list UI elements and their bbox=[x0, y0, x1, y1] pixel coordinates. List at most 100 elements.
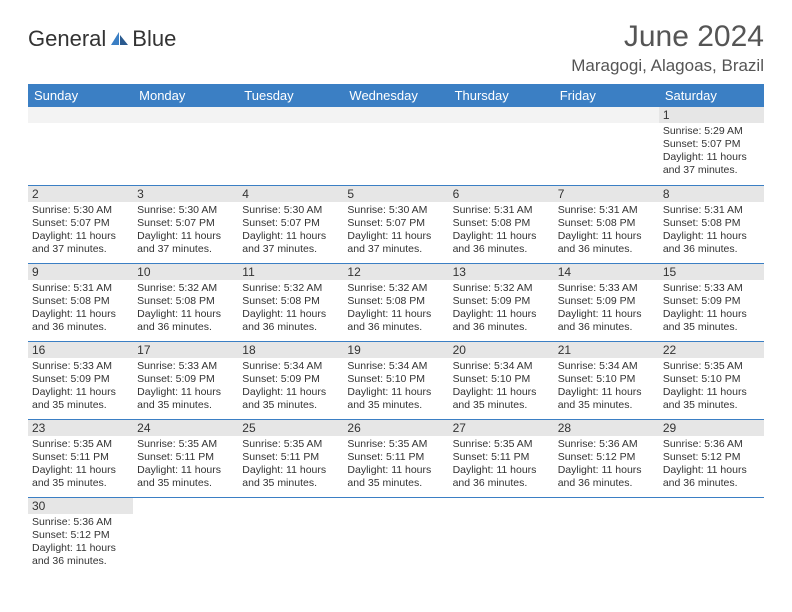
sunset-line: Sunset: 5:07 PM bbox=[32, 217, 129, 230]
calendar-row: 16Sunrise: 5:33 AMSunset: 5:09 PMDayligh… bbox=[28, 341, 764, 419]
sunset-line: Sunset: 5:11 PM bbox=[242, 451, 339, 464]
sunrise-line: Sunrise: 5:31 AM bbox=[32, 282, 129, 295]
sunrise-line: Sunrise: 5:36 AM bbox=[32, 516, 129, 529]
calendar-cell: 7Sunrise: 5:31 AMSunset: 5:08 PMDaylight… bbox=[554, 185, 659, 263]
sunrise-line: Sunrise: 5:35 AM bbox=[663, 360, 760, 373]
calendar-cell: 19Sunrise: 5:34 AMSunset: 5:10 PMDayligh… bbox=[343, 341, 448, 419]
empty-cell bbox=[28, 107, 133, 123]
sunrise-line: Sunrise: 5:35 AM bbox=[242, 438, 339, 451]
calendar-row: 1Sunrise: 5:29 AMSunset: 5:07 PMDaylight… bbox=[28, 107, 764, 185]
day-number: 27 bbox=[449, 420, 554, 436]
day-number: 3 bbox=[133, 186, 238, 202]
sunrise-line: Sunrise: 5:36 AM bbox=[558, 438, 655, 451]
sunrise-line: Sunrise: 5:31 AM bbox=[453, 204, 550, 217]
weekday-header: Monday bbox=[133, 84, 238, 107]
calendar-cell: 6Sunrise: 5:31 AMSunset: 5:08 PMDaylight… bbox=[449, 185, 554, 263]
weekday-header: Friday bbox=[554, 84, 659, 107]
day-details: Sunrise: 5:35 AMSunset: 5:11 PMDaylight:… bbox=[449, 436, 554, 495]
day-number: 5 bbox=[343, 186, 448, 202]
sunset-line: Sunset: 5:12 PM bbox=[663, 451, 760, 464]
day-details: Sunrise: 5:33 AMSunset: 5:09 PMDaylight:… bbox=[133, 358, 238, 417]
calendar-cell: 11Sunrise: 5:32 AMSunset: 5:08 PMDayligh… bbox=[238, 263, 343, 341]
day-number: 13 bbox=[449, 264, 554, 280]
daylight-line: Daylight: 11 hours and 37 minutes. bbox=[32, 230, 129, 256]
calendar-cell: 13Sunrise: 5:32 AMSunset: 5:09 PMDayligh… bbox=[449, 263, 554, 341]
daylight-line: Daylight: 11 hours and 36 minutes. bbox=[32, 542, 129, 568]
sunset-line: Sunset: 5:10 PM bbox=[347, 373, 444, 386]
daylight-line: Daylight: 11 hours and 36 minutes. bbox=[453, 230, 550, 256]
calendar-cell: 26Sunrise: 5:35 AMSunset: 5:11 PMDayligh… bbox=[343, 419, 448, 497]
day-number: 15 bbox=[659, 264, 764, 280]
daylight-line: Daylight: 11 hours and 36 minutes. bbox=[663, 464, 760, 490]
day-details: Sunrise: 5:32 AMSunset: 5:08 PMDaylight:… bbox=[238, 280, 343, 339]
sail-icon bbox=[108, 30, 130, 48]
daylight-line: Daylight: 11 hours and 36 minutes. bbox=[242, 308, 339, 334]
weekday-header-row: SundayMondayTuesdayWednesdayThursdayFrid… bbox=[28, 84, 764, 107]
day-details: Sunrise: 5:34 AMSunset: 5:10 PMDaylight:… bbox=[449, 358, 554, 417]
day-number: 28 bbox=[554, 420, 659, 436]
day-details: Sunrise: 5:32 AMSunset: 5:09 PMDaylight:… bbox=[449, 280, 554, 339]
sunset-line: Sunset: 5:07 PM bbox=[137, 217, 234, 230]
sunset-line: Sunset: 5:11 PM bbox=[453, 451, 550, 464]
sunset-line: Sunset: 5:08 PM bbox=[453, 217, 550, 230]
sunset-line: Sunset: 5:09 PM bbox=[137, 373, 234, 386]
daylight-line: Daylight: 11 hours and 36 minutes. bbox=[558, 464, 655, 490]
daylight-line: Daylight: 11 hours and 35 minutes. bbox=[558, 386, 655, 412]
day-number: 10 bbox=[133, 264, 238, 280]
calendar-cell bbox=[449, 107, 554, 185]
sunrise-line: Sunrise: 5:33 AM bbox=[663, 282, 760, 295]
sunrise-line: Sunrise: 5:30 AM bbox=[347, 204, 444, 217]
calendar-body: 1Sunrise: 5:29 AMSunset: 5:07 PMDaylight… bbox=[28, 107, 764, 575]
sunrise-line: Sunrise: 5:32 AM bbox=[242, 282, 339, 295]
day-details: Sunrise: 5:36 AMSunset: 5:12 PMDaylight:… bbox=[554, 436, 659, 495]
day-number: 4 bbox=[238, 186, 343, 202]
sunset-line: Sunset: 5:08 PM bbox=[137, 295, 234, 308]
day-number: 19 bbox=[343, 342, 448, 358]
sunrise-line: Sunrise: 5:35 AM bbox=[347, 438, 444, 451]
sunset-line: Sunset: 5:08 PM bbox=[242, 295, 339, 308]
day-number: 17 bbox=[133, 342, 238, 358]
day-details: Sunrise: 5:35 AMSunset: 5:11 PMDaylight:… bbox=[343, 436, 448, 495]
sunrise-line: Sunrise: 5:34 AM bbox=[242, 360, 339, 373]
sunrise-line: Sunrise: 5:34 AM bbox=[453, 360, 550, 373]
day-details: Sunrise: 5:29 AMSunset: 5:07 PMDaylight:… bbox=[659, 123, 764, 182]
calendar-cell: 22Sunrise: 5:35 AMSunset: 5:10 PMDayligh… bbox=[659, 341, 764, 419]
calendar-cell bbox=[554, 107, 659, 185]
calendar-cell: 24Sunrise: 5:35 AMSunset: 5:11 PMDayligh… bbox=[133, 419, 238, 497]
calendar-cell: 10Sunrise: 5:32 AMSunset: 5:08 PMDayligh… bbox=[133, 263, 238, 341]
sunrise-line: Sunrise: 5:35 AM bbox=[137, 438, 234, 451]
calendar-cell: 9Sunrise: 5:31 AMSunset: 5:08 PMDaylight… bbox=[28, 263, 133, 341]
sunset-line: Sunset: 5:10 PM bbox=[663, 373, 760, 386]
day-details: Sunrise: 5:31 AMSunset: 5:08 PMDaylight:… bbox=[449, 202, 554, 261]
sunset-line: Sunset: 5:08 PM bbox=[32, 295, 129, 308]
calendar-cell: 23Sunrise: 5:35 AMSunset: 5:11 PMDayligh… bbox=[28, 419, 133, 497]
sunrise-line: Sunrise: 5:35 AM bbox=[32, 438, 129, 451]
day-number: 12 bbox=[343, 264, 448, 280]
day-number: 26 bbox=[343, 420, 448, 436]
month-title: June 2024 bbox=[571, 20, 764, 54]
day-details: Sunrise: 5:30 AMSunset: 5:07 PMDaylight:… bbox=[343, 202, 448, 261]
day-number: 21 bbox=[554, 342, 659, 358]
daylight-line: Daylight: 11 hours and 35 minutes. bbox=[663, 308, 760, 334]
calendar-cell: 3Sunrise: 5:30 AMSunset: 5:07 PMDaylight… bbox=[133, 185, 238, 263]
day-details: Sunrise: 5:33 AMSunset: 5:09 PMDaylight:… bbox=[659, 280, 764, 339]
empty-cell bbox=[133, 107, 238, 123]
sunrise-line: Sunrise: 5:32 AM bbox=[137, 282, 234, 295]
sunset-line: Sunset: 5:08 PM bbox=[347, 295, 444, 308]
day-details: Sunrise: 5:36 AMSunset: 5:12 PMDaylight:… bbox=[28, 514, 133, 573]
daylight-line: Daylight: 11 hours and 37 minutes. bbox=[347, 230, 444, 256]
day-number: 6 bbox=[449, 186, 554, 202]
daylight-line: Daylight: 11 hours and 35 minutes. bbox=[453, 386, 550, 412]
calendar-cell: 25Sunrise: 5:35 AMSunset: 5:11 PMDayligh… bbox=[238, 419, 343, 497]
calendar-cell: 27Sunrise: 5:35 AMSunset: 5:11 PMDayligh… bbox=[449, 419, 554, 497]
sunset-line: Sunset: 5:09 PM bbox=[453, 295, 550, 308]
daylight-line: Daylight: 11 hours and 36 minutes. bbox=[558, 230, 655, 256]
sunrise-line: Sunrise: 5:29 AM bbox=[663, 125, 760, 138]
sunrise-line: Sunrise: 5:36 AM bbox=[663, 438, 760, 451]
calendar-cell bbox=[238, 497, 343, 575]
day-number: 18 bbox=[238, 342, 343, 358]
day-number: 20 bbox=[449, 342, 554, 358]
day-details: Sunrise: 5:31 AMSunset: 5:08 PMDaylight:… bbox=[659, 202, 764, 261]
weekday-header: Tuesday bbox=[238, 84, 343, 107]
day-number: 1 bbox=[659, 107, 764, 123]
